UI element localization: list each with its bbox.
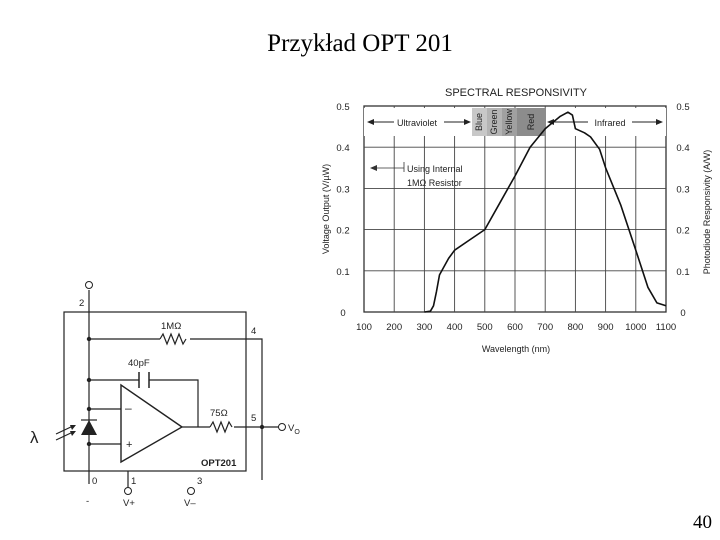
spectral-responsivity-chart: SPECTRAL RESPONSIVITY Ultraviolet Blue Gre… <box>321 87 712 354</box>
vminus-label: V– <box>184 498 196 509</box>
slide-title: Przykład OPT 201 <box>267 30 453 57</box>
pin-3-label: 3 <box>197 476 202 487</box>
feedback-resistor-label: 1MΩ <box>161 321 181 332</box>
y-tick-label-left: 0.1 <box>336 267 349 278</box>
y-tick-label-right: 0.5 <box>676 102 689 113</box>
y-tick-label-right: 0.4 <box>676 143 689 154</box>
feedback-capacitor-label: 40pF <box>128 358 150 369</box>
y-axis-label-right: Photodiode Responsivity (A/W) <box>702 150 712 275</box>
junction-dot <box>86 406 92 412</box>
pin-3-terminal <box>187 487 195 495</box>
x-tick-label: 200 <box>386 322 402 333</box>
output-terminal <box>278 423 286 431</box>
x-tick-label: 800 <box>567 322 583 333</box>
feedback-resistor-wire <box>89 338 263 480</box>
x-tick-label: 700 <box>537 322 553 333</box>
output-resistor-symbol <box>209 420 233 434</box>
chip-package-outline <box>63 311 247 472</box>
feedback-capacitor-wire <box>89 379 199 427</box>
tick-labels: 100 200 300 400 500 600 700 800 900 1000 1100 0 0 0.1… <box>336 102 689 333</box>
junction-dot <box>86 377 92 383</box>
band-label: Red <box>526 114 536 131</box>
y-axis-label-left: Voltage Output (V/µW) <box>321 164 331 254</box>
pin-1-label: 1 <box>131 476 136 487</box>
light-arrow-1 <box>55 425 74 435</box>
band-arrowhead-icon <box>367 119 374 125</box>
y-tick-label-left: 0.2 <box>336 226 349 237</box>
annotation-line-1: Using Internal <box>407 164 463 174</box>
annotation-line-2: 1MΩ Resistor <box>407 178 462 188</box>
junction-dot <box>86 336 92 342</box>
light-arrow-2 <box>55 431 74 441</box>
responsivity-curve-group <box>424 111 667 313</box>
y-tick-label-right: 0.3 <box>676 184 689 195</box>
band-label: Yellow <box>504 109 514 135</box>
light-arrowhead-icon <box>70 425 76 430</box>
output-voltage-label: VO <box>288 423 300 436</box>
chip-label: OPT201 <box>201 458 237 469</box>
noninverting-input-sign: + <box>126 439 132 451</box>
internal-resistor-annotation: Using Internal 1MΩ Resistor <box>370 162 463 188</box>
x-tick-label: 500 <box>477 322 493 333</box>
x-tick-label: 600 <box>507 322 523 333</box>
y-tick-label-right: 0.1 <box>676 267 689 278</box>
lambda-symbol: λ <box>30 428 39 447</box>
band-label: Ultraviolet <box>397 118 438 128</box>
junction-dot <box>86 441 92 447</box>
band-shade <box>487 108 502 136</box>
y-tick-label-left: 0.5 <box>336 102 349 113</box>
inverting-input-sign: – <box>125 401 132 415</box>
band-arrowhead-icon <box>656 119 663 125</box>
annotation-arrowhead-icon <box>370 165 377 171</box>
x-tick-label: 400 <box>447 322 463 333</box>
x-tick-label: 1000 <box>625 322 646 333</box>
band-shade <box>517 108 546 136</box>
pin-4-label: 4 <box>251 326 256 337</box>
x-tick-label: 1100 <box>656 322 676 333</box>
junction-dot <box>259 424 265 430</box>
photodiode-icon <box>81 420 97 435</box>
pin-2-terminal <box>85 281 93 289</box>
band-label: Green <box>489 109 499 134</box>
x-tick-label: 900 <box>598 322 614 333</box>
x-tick-label: 300 <box>416 322 432 333</box>
y-tick-label-left: 0.3 <box>336 184 349 195</box>
light-arrowhead-icon <box>70 431 76 436</box>
band-shade <box>502 108 517 136</box>
spectral-bands: Ultraviolet Blue Green Yellow Red Infrared <box>364 108 666 136</box>
pin-0-label: 0 <box>92 476 97 487</box>
y-tick-label-right: 0.2 <box>676 226 689 237</box>
pin-1-terminal <box>124 487 132 495</box>
output-resistor-label: 75Ω <box>210 408 228 419</box>
band-shade <box>472 108 487 136</box>
opt201-circuit-diagram: 2 4 5 0 1 3 - 1MΩ 40pF 75Ω – + OPT201 λ … <box>30 281 300 509</box>
band-label: Blue <box>474 113 484 131</box>
band-arrowhead-icon <box>464 119 471 125</box>
feedback-capacitor-symbol <box>138 372 150 388</box>
x-axis-label: Wavelength (nm) <box>482 344 550 354</box>
pin-2-label: 2 <box>79 298 84 309</box>
pin-5-label: 5 <box>251 413 256 424</box>
band-label: Infrared <box>594 118 625 128</box>
gridlines <box>364 106 666 312</box>
chart-title: SPECTRAL RESPONSIVITY <box>445 87 588 99</box>
feedback-resistor-symbol <box>159 332 187 346</box>
y-tick-label-right: 0 <box>680 308 685 319</box>
pin-0-sign: - <box>86 496 89 507</box>
vplus-label: V+ <box>123 498 135 509</box>
responsivity-curve <box>424 111 667 313</box>
y-tick-label-left: 0 <box>340 308 345 319</box>
page-number: 40 <box>693 512 712 533</box>
op-amp-triangle <box>120 383 184 464</box>
x-tick-label: 100 <box>356 322 372 333</box>
y-tick-label-left: 0.4 <box>336 143 349 154</box>
